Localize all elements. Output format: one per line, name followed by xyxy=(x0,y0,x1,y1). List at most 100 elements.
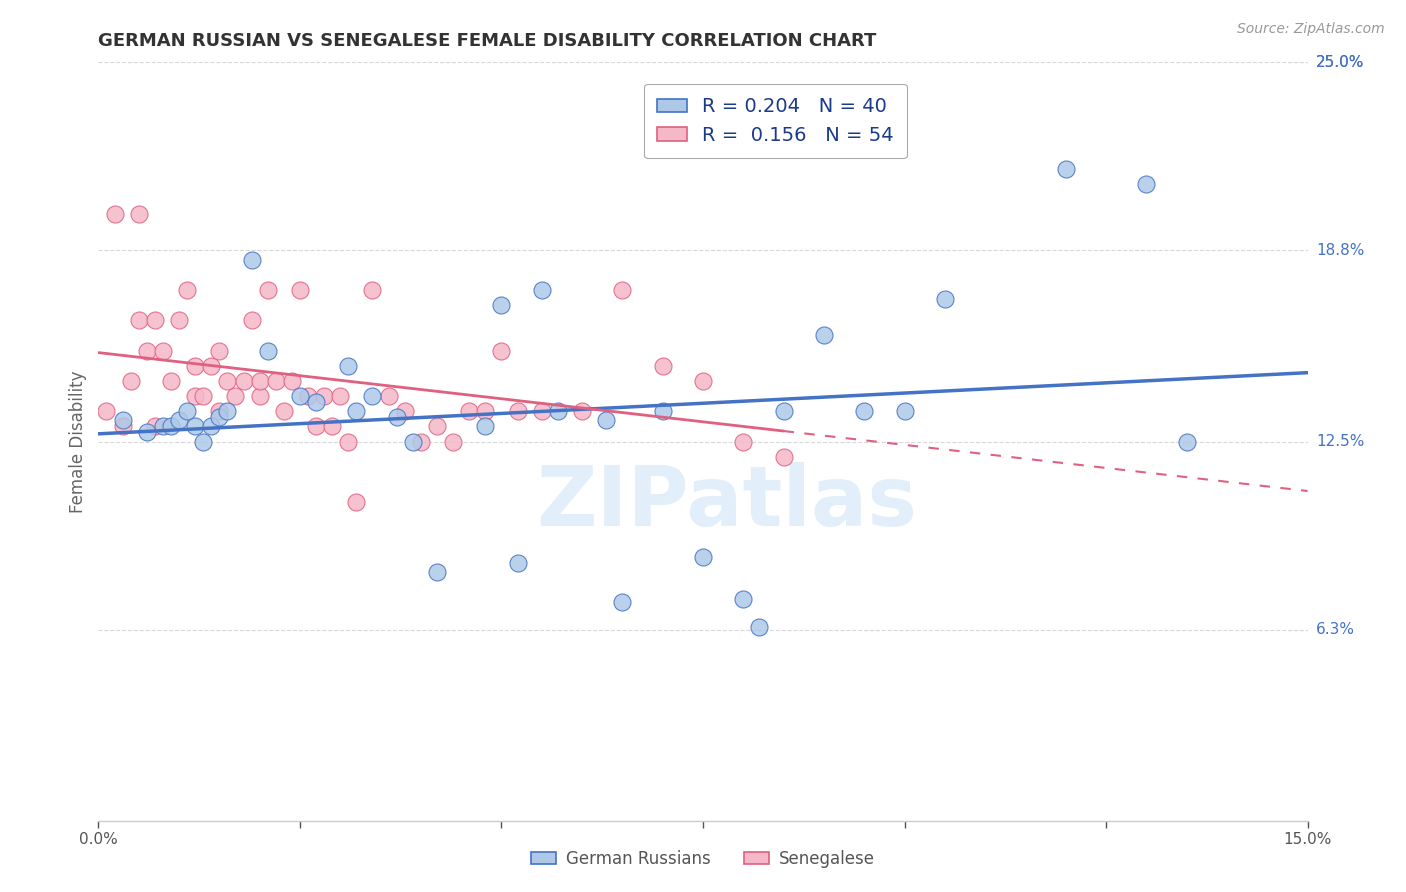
Point xyxy=(426,419,449,434)
Point xyxy=(337,434,360,449)
Point xyxy=(135,343,157,358)
Text: Source: ZipAtlas.com: Source: ZipAtlas.com xyxy=(1237,22,1385,37)
Point xyxy=(934,292,956,306)
Point xyxy=(733,434,755,449)
Text: GERMAN RUSSIAN VS SENEGALESE FEMALE DISABILITY CORRELATION CHART: GERMAN RUSSIAN VS SENEGALESE FEMALE DISA… xyxy=(98,32,877,50)
Point xyxy=(385,410,408,425)
Point xyxy=(240,252,263,267)
Point xyxy=(256,283,278,297)
Point xyxy=(240,313,263,327)
Point xyxy=(458,404,481,418)
Point xyxy=(184,419,207,434)
Point xyxy=(176,283,198,297)
Point xyxy=(506,556,529,570)
Legend: German Russians, Senegalese: German Russians, Senegalese xyxy=(524,844,882,875)
Point xyxy=(264,374,287,388)
Point xyxy=(491,298,513,312)
Point xyxy=(1054,161,1077,176)
Point xyxy=(314,389,336,403)
Point xyxy=(692,374,714,388)
Point xyxy=(217,404,239,418)
Point xyxy=(111,413,134,427)
Point xyxy=(288,283,311,297)
Point xyxy=(772,450,794,464)
Text: 25.0%: 25.0% xyxy=(1316,55,1364,70)
Point xyxy=(305,419,328,434)
Text: 6.3%: 6.3% xyxy=(1316,622,1355,637)
Point xyxy=(813,328,835,343)
Point xyxy=(288,389,311,403)
Text: ZIPatlas: ZIPatlas xyxy=(537,462,918,542)
Point xyxy=(160,419,183,434)
Point xyxy=(651,359,673,373)
Point xyxy=(208,343,231,358)
Point xyxy=(394,404,416,418)
Point xyxy=(111,419,134,434)
Legend: R = 0.204   N = 40, R =  0.156   N = 54: R = 0.204 N = 40, R = 0.156 N = 54 xyxy=(644,84,907,159)
Point xyxy=(256,343,278,358)
Text: 12.5%: 12.5% xyxy=(1316,434,1364,449)
Point xyxy=(474,419,496,434)
Point xyxy=(193,434,215,449)
Point xyxy=(491,343,513,358)
Point xyxy=(329,389,352,403)
Point xyxy=(281,374,304,388)
Point xyxy=(249,374,271,388)
Point xyxy=(853,404,876,418)
Point xyxy=(612,595,634,609)
Point xyxy=(96,404,118,418)
Point xyxy=(305,395,328,409)
Point xyxy=(200,419,222,434)
Point xyxy=(651,404,673,418)
Point xyxy=(506,404,529,418)
Point xyxy=(733,592,755,607)
Point xyxy=(530,404,553,418)
Point xyxy=(1135,177,1157,191)
Point xyxy=(344,495,367,509)
Point xyxy=(152,419,174,434)
Text: 18.8%: 18.8% xyxy=(1316,243,1364,258)
Point xyxy=(377,389,399,403)
Point xyxy=(176,404,198,418)
Point xyxy=(571,404,593,418)
Point xyxy=(208,404,231,418)
Point xyxy=(441,434,464,449)
Point xyxy=(184,389,207,403)
Point xyxy=(128,313,150,327)
Point xyxy=(135,425,157,440)
Point xyxy=(143,419,166,434)
Point xyxy=(128,207,150,221)
Point xyxy=(402,434,425,449)
Point xyxy=(193,389,215,403)
Point xyxy=(530,283,553,297)
Point xyxy=(167,313,190,327)
Point xyxy=(692,549,714,564)
Point xyxy=(224,389,246,403)
Point xyxy=(361,283,384,297)
Point xyxy=(200,359,222,373)
Point xyxy=(232,374,254,388)
Point xyxy=(337,359,360,373)
Point xyxy=(103,207,125,221)
Point xyxy=(612,283,634,297)
Point xyxy=(748,619,770,633)
Y-axis label: Female Disability: Female Disability xyxy=(69,370,87,513)
Point xyxy=(143,313,166,327)
Text: 25.0%: 25.0% xyxy=(1316,55,1364,70)
Point xyxy=(208,410,231,425)
Point xyxy=(321,419,343,434)
Point xyxy=(1175,434,1198,449)
Point xyxy=(152,343,174,358)
Point xyxy=(273,404,295,418)
Point xyxy=(297,389,319,403)
Point xyxy=(474,404,496,418)
Point xyxy=(595,413,617,427)
Point xyxy=(160,374,183,388)
Point xyxy=(893,404,915,418)
Point xyxy=(120,374,142,388)
Point xyxy=(344,404,367,418)
Point xyxy=(361,389,384,403)
Point xyxy=(409,434,432,449)
Point xyxy=(547,404,569,418)
Point xyxy=(184,359,207,373)
